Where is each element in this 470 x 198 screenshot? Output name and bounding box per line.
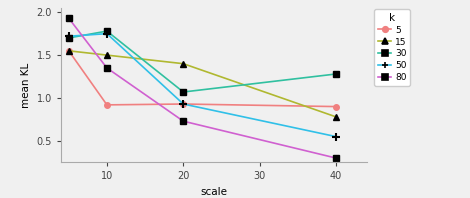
Y-axis label: mean KL: mean KL bbox=[21, 63, 31, 108]
X-axis label: scale: scale bbox=[200, 187, 227, 197]
Legend: 5, 15, 30, 50, 80: 5, 15, 30, 50, 80 bbox=[374, 9, 410, 86]
